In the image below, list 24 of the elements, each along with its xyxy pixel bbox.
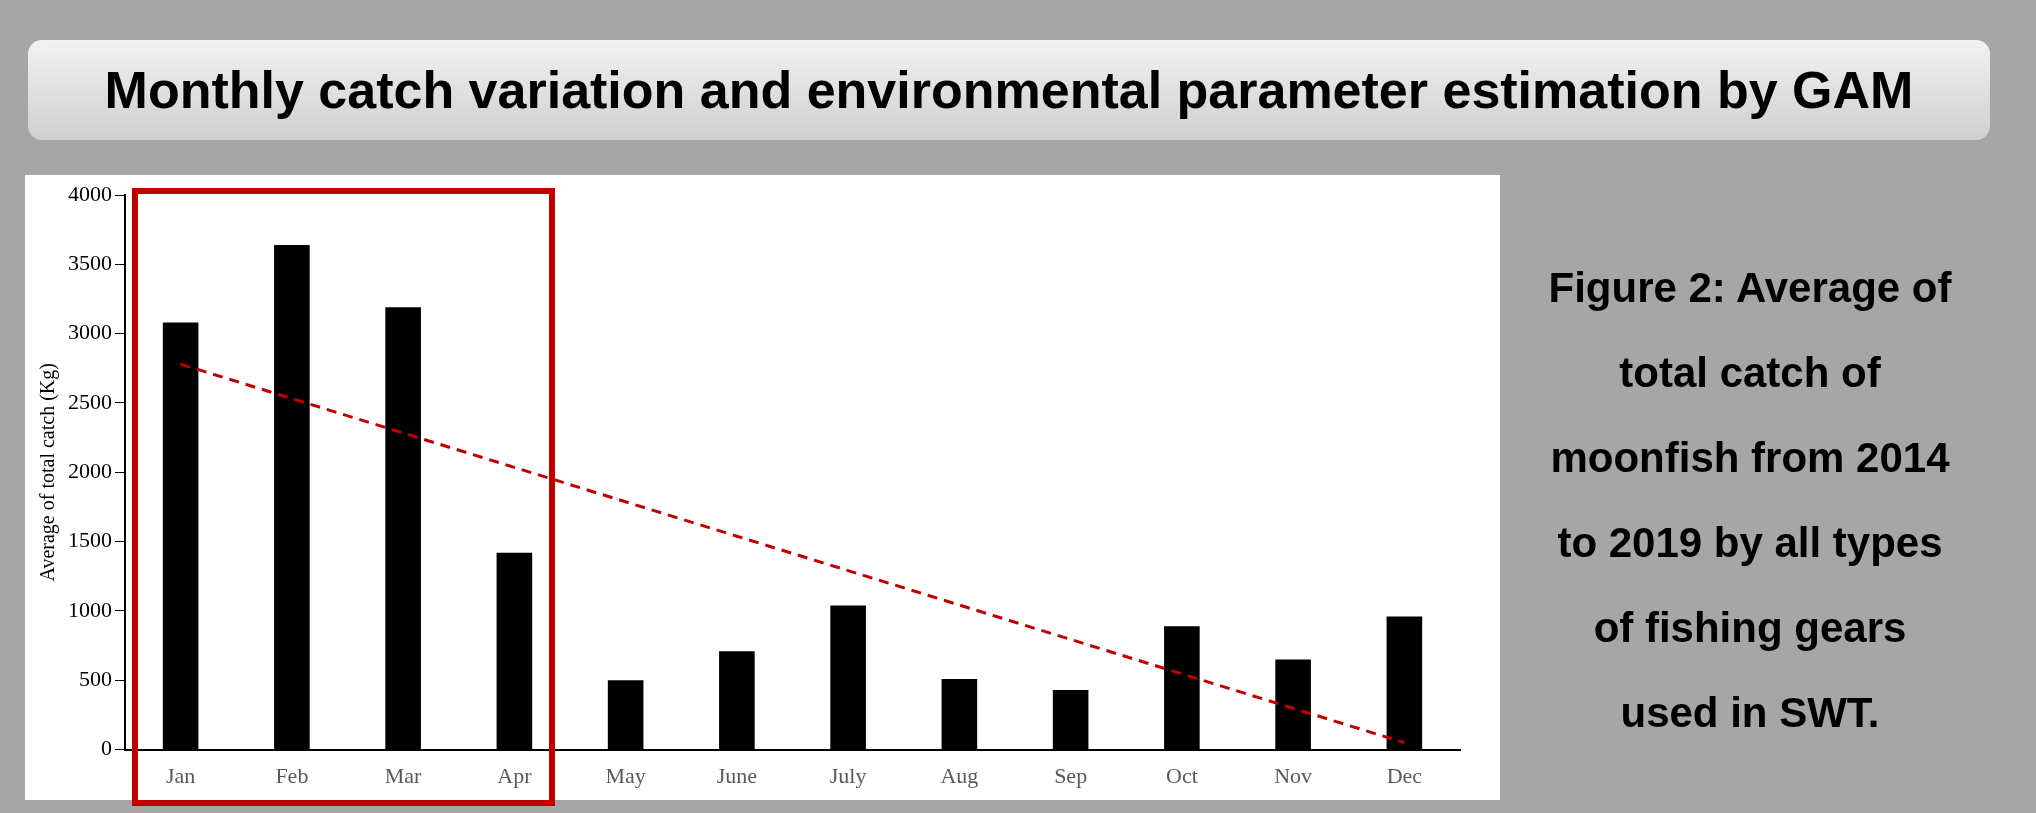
x-tick-label: Aug (940, 762, 979, 788)
y-tick-label: 500 (79, 666, 112, 692)
y-axis-title: Average of total catch (Kg) (36, 363, 60, 582)
y-tick-label: 3500 (68, 250, 112, 276)
x-tick-label: Jan (165, 762, 196, 788)
x-tick-label: Oct (1165, 762, 1198, 788)
chart-title: Monthly catch variation and environmental parameter estimation by GAM (104, 60, 1914, 120)
x-tick-label: Nov (1274, 762, 1313, 788)
y-tick-label: 1500 (68, 527, 112, 553)
y-tick-label: 4000 (68, 180, 112, 206)
y-tick-label: 3000 (68, 319, 112, 345)
caption: Figure 2: Average of total catch of moonfish from 2014 to 2019 by all types of fishing gears used in SWT. (1547, 263, 1953, 738)
x-tick-label: Dec (1386, 762, 1423, 788)
y-tick-label: 1000 (68, 596, 112, 622)
x-tick-label: Feb (275, 762, 309, 788)
y-tick-label: 0 (101, 735, 112, 761)
x-tick-label: June (716, 762, 758, 788)
x-tick-label: July (829, 762, 867, 788)
y-tick-label: 2000 (68, 458, 112, 484)
x-tick-label: Apr (497, 762, 533, 788)
y-tick-label: 2500 (68, 388, 112, 414)
x-tick-label: Sep (1054, 762, 1088, 788)
x-tick-label: May (605, 762, 646, 788)
x-tick-label: Mar (384, 762, 423, 788)
